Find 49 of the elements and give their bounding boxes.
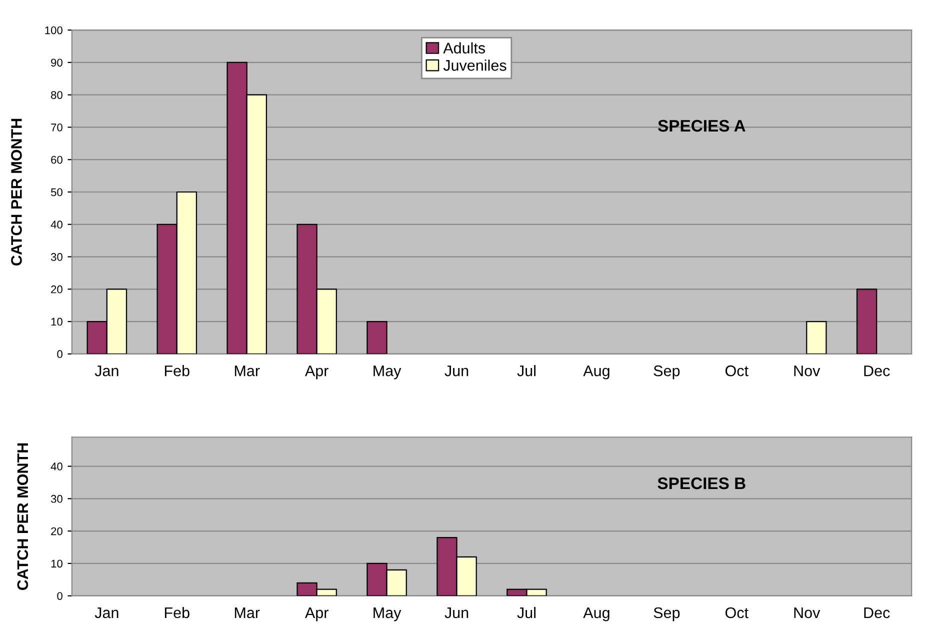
x-tick-label: Jul <box>517 365 536 376</box>
y-tick-label: 0 <box>57 350 62 358</box>
y-tick-label: 80 <box>51 91 62 99</box>
x-tick-label: Jul <box>517 606 536 618</box>
y-tick-label: 40 <box>50 462 62 470</box>
annotation: SPECIES A <box>658 120 746 132</box>
x-tick-label: Aug <box>583 608 610 622</box>
bar <box>366 320 388 354</box>
y-tick-label: 40 <box>50 220 62 229</box>
y-tick-label: 10 <box>51 560 62 568</box>
y-tick-label: 20 <box>51 285 62 294</box>
x-tick-label: Oct <box>725 365 748 376</box>
y-tick-label: 30 <box>50 494 62 503</box>
y-tick-label: 0 <box>57 592 62 600</box>
y-tick-label: 90 <box>51 58 62 67</box>
y-tick-label: 10 <box>51 318 62 326</box>
x-tick-label: Feb <box>164 365 190 376</box>
x-tick-label: Nov <box>794 608 820 618</box>
x-tick-label: Jan <box>94 366 118 376</box>
x-tick-label: May <box>374 608 402 622</box>
x-tick-label: May <box>374 366 402 380</box>
annotation: SPECIES B <box>658 477 746 490</box>
legend-label: Juveniles <box>443 60 506 71</box>
legend-label: Adults <box>443 42 486 54</box>
x-tick-label: Nov <box>794 366 820 376</box>
x-tick-label: Mar <box>234 608 260 618</box>
y-tick-label: 20 <box>51 527 62 536</box>
x-tick-label: Dec <box>864 366 890 376</box>
y-tick-label: 30 <box>50 253 62 261</box>
x-tick-label: Sep <box>654 607 680 622</box>
x-tick-label: Sep <box>654 365 680 380</box>
x-tick-label: Jun <box>444 608 468 618</box>
bar <box>856 288 878 354</box>
x-tick-label: Dec <box>864 608 890 618</box>
x-tick-label: Apr <box>304 366 328 380</box>
y-axis-title: CATCH PER MONTH <box>17 443 28 590</box>
x-tick-label: Apr <box>304 608 328 622</box>
x-tick-label: Aug <box>583 366 610 380</box>
x-tick-label: Jun <box>444 366 468 376</box>
x-tick-label: Oct <box>725 607 748 618</box>
y-tick-label: 50 <box>50 188 62 196</box>
y-tick-label: 60 <box>51 156 62 164</box>
bar <box>806 320 827 354</box>
x-tick-label: Mar <box>234 366 260 376</box>
x-tick-label: Feb <box>164 606 190 618</box>
x-tick-label: Jan <box>94 608 118 618</box>
y-tick-label: 70 <box>51 124 62 132</box>
y-axis-title: CATCH PER MONTH <box>11 118 22 266</box>
y-tick-label: 100 <box>45 26 62 34</box>
